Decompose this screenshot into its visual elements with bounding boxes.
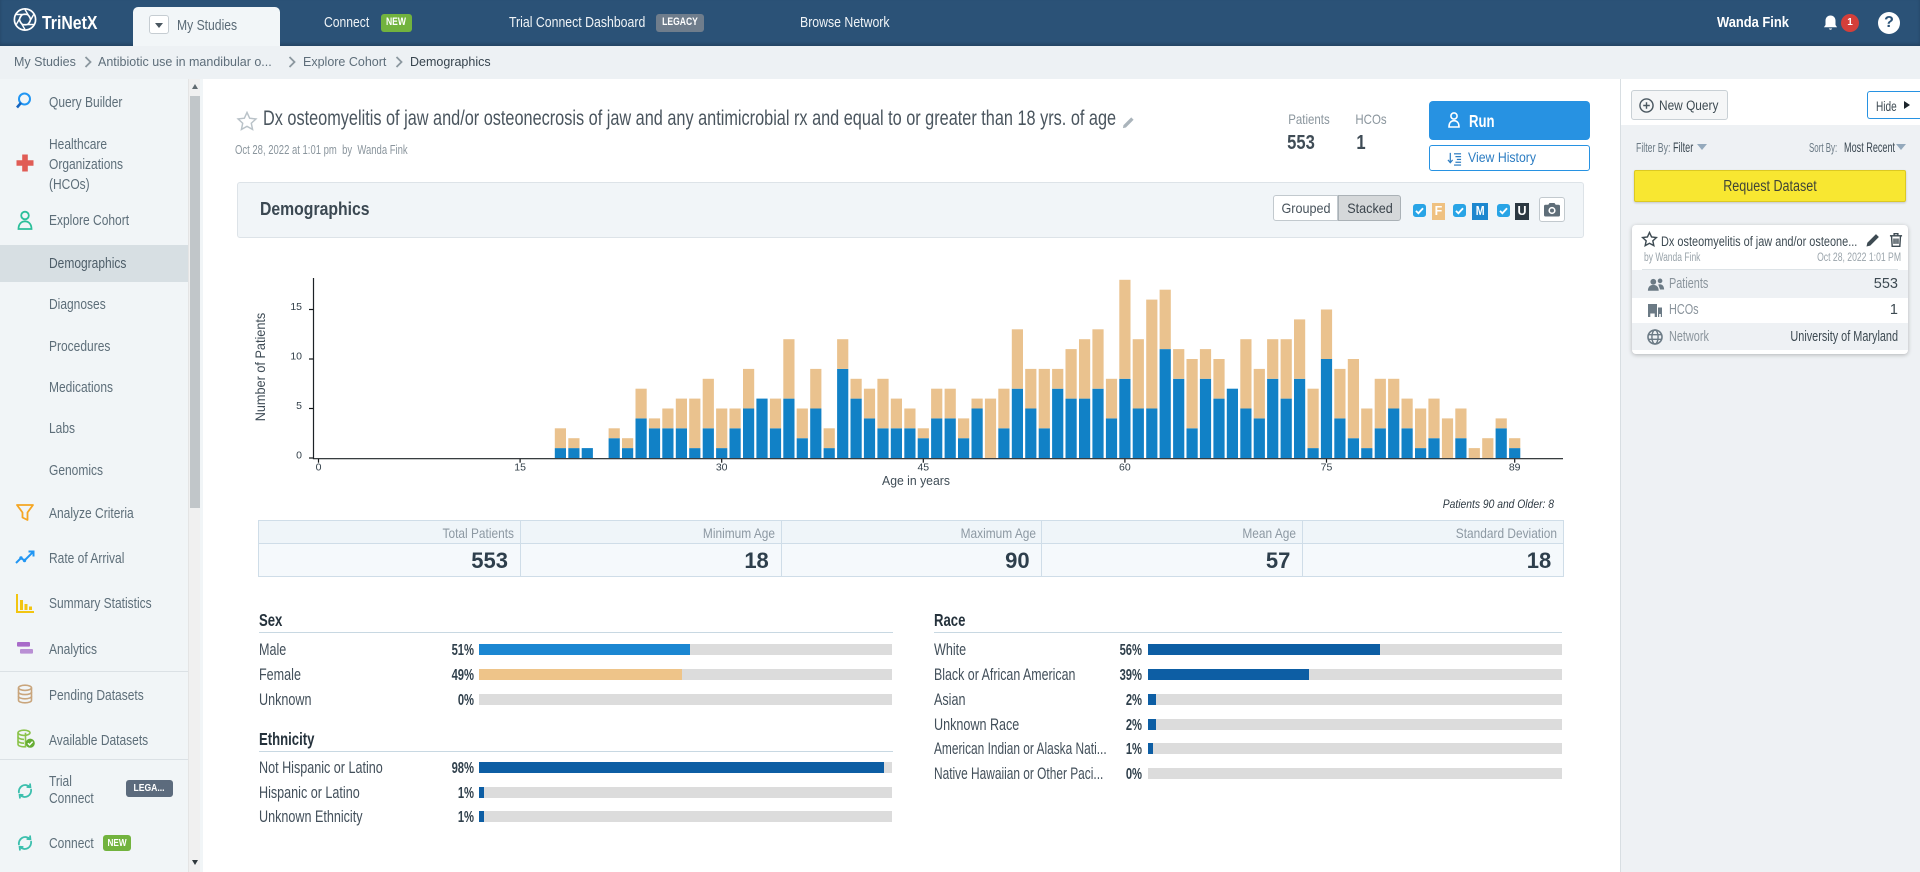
- svg-text:15: 15: [514, 462, 526, 474]
- svg-text:0: 0: [316, 462, 322, 474]
- svg-text:89: 89: [1509, 462, 1521, 474]
- svg-text:15: 15: [290, 301, 302, 313]
- svg-text:Patients 90 and Older: 8: Patients 90 and Older: 8: [1443, 498, 1555, 511]
- svg-text:45: 45: [917, 462, 929, 474]
- svg-text:5: 5: [296, 400, 302, 412]
- svg-text:30: 30: [716, 462, 728, 474]
- svg-text:0: 0: [296, 450, 302, 462]
- svg-text:Age in years: Age in years: [882, 474, 950, 488]
- svg-text:60: 60: [1119, 462, 1131, 474]
- svg-text:75: 75: [1321, 462, 1333, 474]
- svg-text:10: 10: [290, 351, 302, 363]
- svg-text:Number of Patients: Number of Patients: [253, 312, 268, 421]
